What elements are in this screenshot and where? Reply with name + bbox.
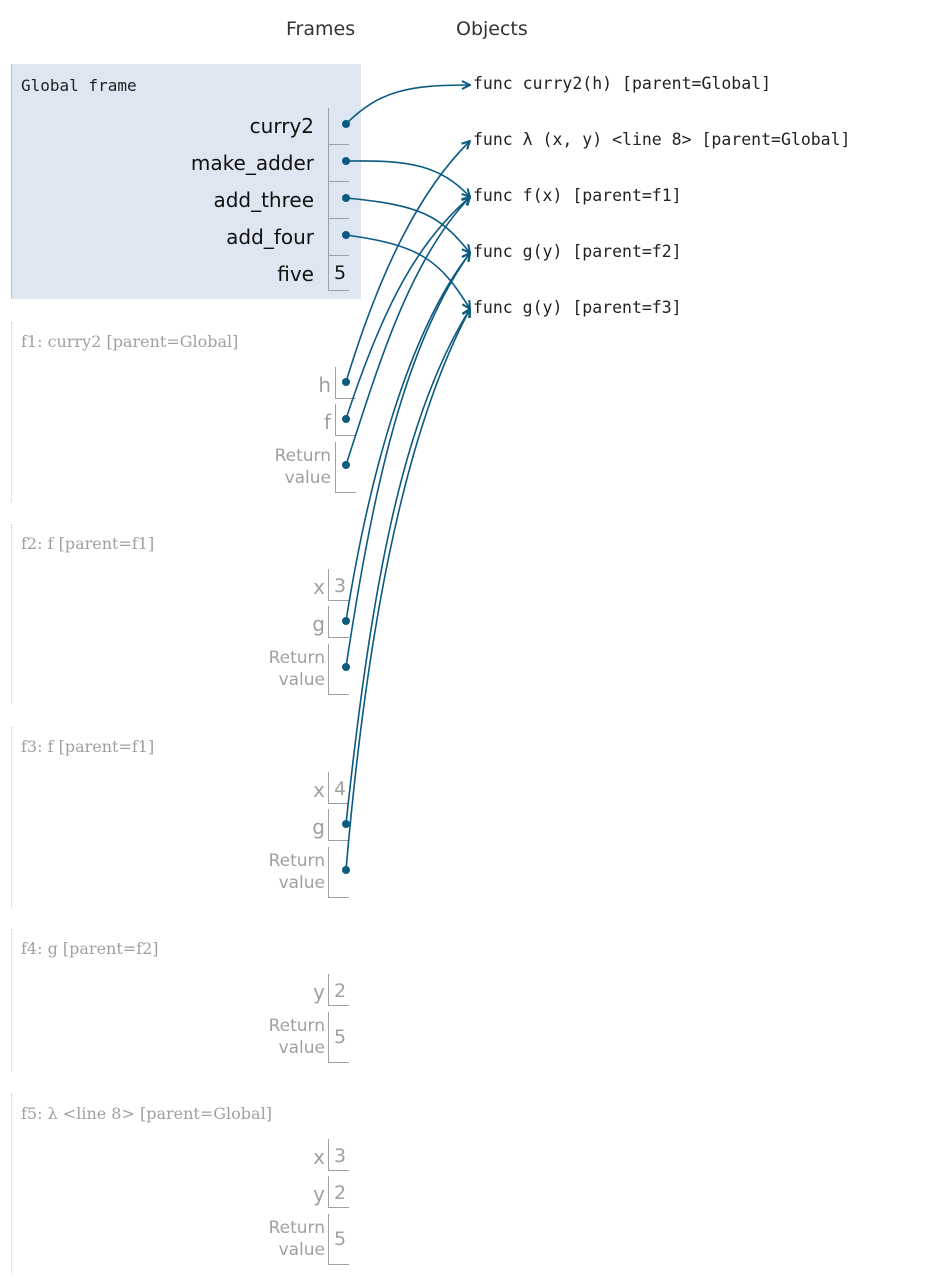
frame-f4: f4: g [parent=f2] y 2 Return value 5	[11, 929, 361, 1071]
frame-title: f3: f [parent=f1]	[21, 737, 155, 756]
arrow-f3-g	[345, 309, 470, 825]
value-five: 5	[334, 262, 347, 284]
value-cell	[328, 606, 349, 638]
value-cell	[328, 772, 349, 804]
value-cell	[328, 809, 349, 841]
frame-f3: f3: f [parent=f1] x 4 g Return value	[11, 727, 361, 907]
arrow-add-three	[345, 197, 470, 253]
pointer-dot	[342, 820, 350, 828]
value-cell	[328, 569, 349, 601]
var-five: five	[277, 262, 314, 286]
frame-title: f2: f [parent=f1]	[21, 534, 155, 553]
var-add-four: add_four	[226, 225, 314, 249]
var-g: g	[312, 815, 325, 839]
pointer-dot	[342, 231, 350, 239]
frame-title: Global frame	[21, 76, 137, 95]
frame-title: f5: λ <line 8> [parent=Global]	[21, 1104, 272, 1123]
object-f-f1: func f(x) [parent=f1]	[473, 186, 682, 205]
arrow-f1-return	[345, 197, 470, 466]
frames-header: Frames	[286, 18, 356, 40]
value-x: 4	[334, 778, 347, 800]
value-x: 3	[334, 575, 347, 597]
return-cell	[328, 1012, 349, 1063]
value-y: 2	[334, 980, 347, 1002]
frame-f2: f2: f [parent=f1] x 3 g Return value	[11, 524, 361, 704]
frame-title: f4: g [parent=f2]	[21, 939, 159, 958]
return-cell	[328, 847, 349, 898]
frame-f1: f1: curry2 [parent=Global] h f Return val…	[11, 322, 361, 502]
pointer-dot	[342, 415, 350, 423]
arrow-f1-h	[345, 141, 470, 383]
var-make-adder: make_adder	[190, 151, 314, 175]
arrow-f2-return	[345, 253, 470, 668]
return-label: Return value	[268, 1016, 325, 1058]
global-frame: Global frame curry2 make_adder add_three…	[11, 64, 361, 299]
value-y: 2	[334, 1182, 347, 1204]
arrow-f1-f	[345, 197, 470, 420]
pointer-dot	[342, 663, 350, 671]
value-cell	[328, 1176, 349, 1208]
frame-title: f1: curry2 [parent=Global]	[21, 332, 239, 351]
pointer-dot	[342, 120, 350, 128]
var-curry2: curry2	[249, 114, 314, 138]
var-f: f	[323, 410, 331, 434]
arrow-make-adder	[345, 160, 470, 197]
arrow-curry2	[345, 85, 470, 125]
value-cell	[328, 1139, 349, 1171]
return-label: Return value	[268, 648, 325, 690]
pointer-dot	[342, 157, 350, 165]
object-lambda: func λ (x, y) <line 8> [parent=Global]	[473, 130, 851, 149]
var-add-three: add_three	[213, 188, 314, 212]
value-x: 3	[334, 1145, 347, 1167]
return-cell	[328, 644, 349, 695]
value-cell	[328, 256, 349, 291]
value-cell	[335, 367, 356, 399]
value-cell	[335, 404, 356, 436]
arrow-add-four	[345, 234, 470, 309]
pointer-dot	[342, 617, 350, 625]
value-cell	[328, 182, 349, 219]
var-x: x	[313, 575, 325, 599]
return-label: Return value	[268, 851, 325, 893]
return-label: Return value	[274, 446, 331, 488]
return-value: 5	[334, 1228, 347, 1250]
return-label: Return value	[268, 1218, 325, 1260]
var-g: g	[312, 612, 325, 636]
var-y: y	[313, 980, 325, 1004]
pointer-dot	[342, 194, 350, 202]
arrow-f3-return	[345, 309, 470, 871]
var-x: x	[313, 1145, 325, 1169]
pointer-dot	[342, 866, 350, 874]
value-cell	[328, 219, 349, 256]
var-x: x	[313, 778, 325, 802]
value-cell	[328, 145, 349, 182]
return-cell	[335, 442, 356, 493]
var-y: y	[313, 1182, 325, 1206]
pointer-dot	[342, 461, 350, 469]
object-g-f3: func g(y) [parent=f3]	[473, 298, 682, 317]
pointer-dot	[342, 378, 350, 386]
arrow-f2-g	[345, 253, 470, 622]
object-curry2: func curry2(h) [parent=Global]	[473, 74, 772, 93]
frame-f5: f5: λ <line 8> [parent=Global] x 3 y 2 R…	[11, 1094, 361, 1274]
objects-header: Objects	[456, 18, 528, 40]
var-h: h	[318, 373, 331, 397]
value-cell	[328, 108, 349, 145]
return-cell	[328, 1214, 349, 1265]
value-cell	[328, 974, 349, 1006]
object-g-f2: func g(y) [parent=f2]	[473, 242, 682, 261]
return-value: 5	[334, 1026, 347, 1048]
